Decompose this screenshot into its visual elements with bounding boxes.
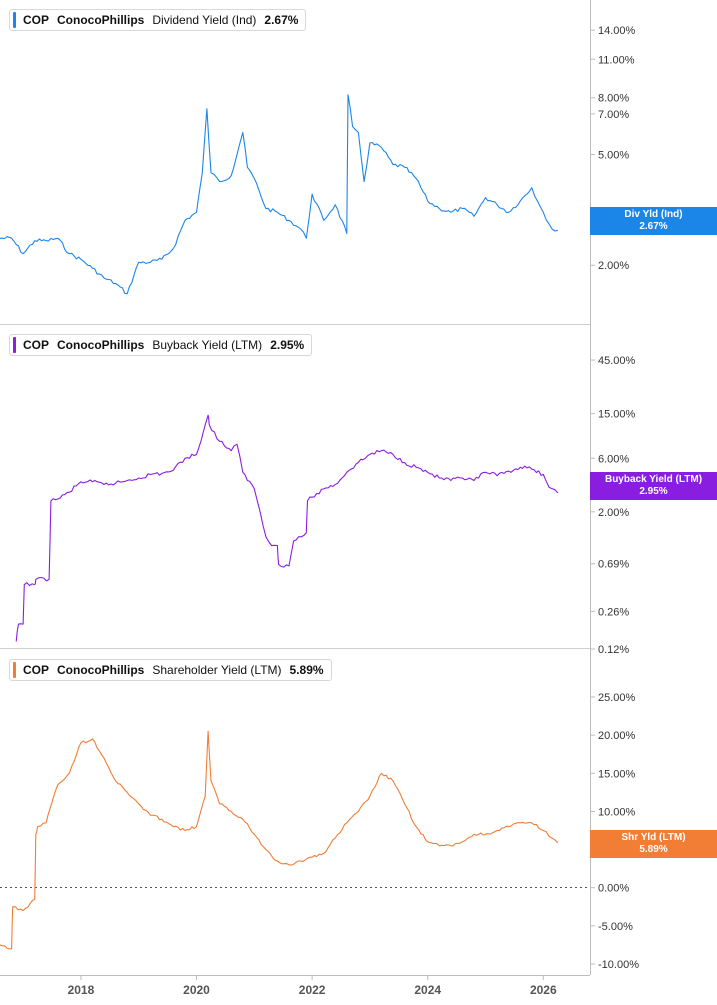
- y-tick-label: 20.00%: [598, 730, 636, 742]
- y-tick-label: 14.00%: [598, 25, 636, 37]
- legend-metric: Shareholder Yield (LTM): [152, 663, 282, 677]
- x-tick-label: 2022: [299, 983, 326, 997]
- legend-company: ConocoPhillips: [57, 13, 145, 27]
- badge-label: Buyback Yield (LTM): [604, 474, 703, 485]
- badge-label: Div Yld (Ind): [624, 209, 683, 220]
- badge-label: Shr Yld (LTM): [621, 832, 686, 843]
- badge-value: 2.67%: [639, 221, 668, 232]
- series-line: [15, 414, 559, 642]
- legend-buyback: COP ConocoPhillips Buyback Yield (LTM) 2…: [9, 334, 313, 356]
- legend-ticker: COP: [23, 663, 50, 677]
- legend-value: 2.95%: [270, 338, 305, 352]
- badge-value: 5.89%: [639, 844, 668, 855]
- badge-buyback: Buyback Yield (LTM) 2.95%: [590, 472, 717, 500]
- badge-value: 2.95%: [639, 486, 668, 497]
- legend-metric: Buyback Yield (LTM): [152, 338, 263, 352]
- y-tick-label: 0.00%: [598, 883, 629, 895]
- series-line: [0, 94, 558, 295]
- legend-shareholder: COP ConocoPhillips Shareholder Yield (LT…: [9, 659, 332, 681]
- y-tick-label: 0.12%: [598, 644, 629, 656]
- y-tick-label: 25.00%: [598, 692, 636, 704]
- legend-value: 5.89%: [289, 663, 324, 677]
- y-tick-label: 15.00%: [598, 409, 636, 421]
- legend-ticker: COP: [23, 13, 50, 27]
- y-tick-label: -5.00%: [598, 921, 633, 933]
- y-tick-label: 2.00%: [598, 507, 629, 519]
- y-tick-label: 0.69%: [598, 559, 629, 571]
- legend-value: 2.67%: [264, 13, 299, 27]
- legend-swatch: [13, 337, 16, 353]
- legend-ticker: COP: [23, 338, 50, 352]
- y-tick-label: 0.26%: [598, 606, 629, 618]
- y-tick-label: 8.00%: [598, 93, 629, 105]
- badge-dividend: Div Yld (Ind) 2.67%: [590, 207, 717, 235]
- y-tick-label: 2.00%: [598, 260, 629, 272]
- y-tick-label: 6.00%: [598, 453, 629, 465]
- badge-shareholder: Shr Yld (LTM) 5.89%: [590, 830, 717, 858]
- x-tick-label: 2020: [183, 983, 210, 997]
- y-tick-label: 11.00%: [598, 54, 635, 66]
- x-tick-label: 2018: [68, 983, 95, 997]
- legend-metric: Dividend Yield (Ind): [152, 13, 257, 27]
- x-tick-label: 2024: [414, 983, 441, 997]
- y-tick-label: 5.00%: [598, 150, 629, 162]
- y-tick-label: 7.00%: [598, 109, 629, 121]
- x-tick-label: 2026: [530, 983, 557, 997]
- legend-swatch: [13, 662, 16, 678]
- legend-dividend: COP ConocoPhillips Dividend Yield (Ind) …: [9, 9, 307, 31]
- legend-company: ConocoPhillips: [57, 663, 145, 677]
- y-tick-label: 15.00%: [598, 768, 636, 780]
- y-tick-label: 10.00%: [598, 806, 636, 818]
- y-tick-label: -10.00%: [598, 959, 639, 971]
- legend-swatch: [13, 12, 16, 28]
- y-tick-label: 45.00%: [598, 355, 636, 367]
- series-line: [0, 730, 559, 950]
- legend-company: ConocoPhillips: [57, 338, 145, 352]
